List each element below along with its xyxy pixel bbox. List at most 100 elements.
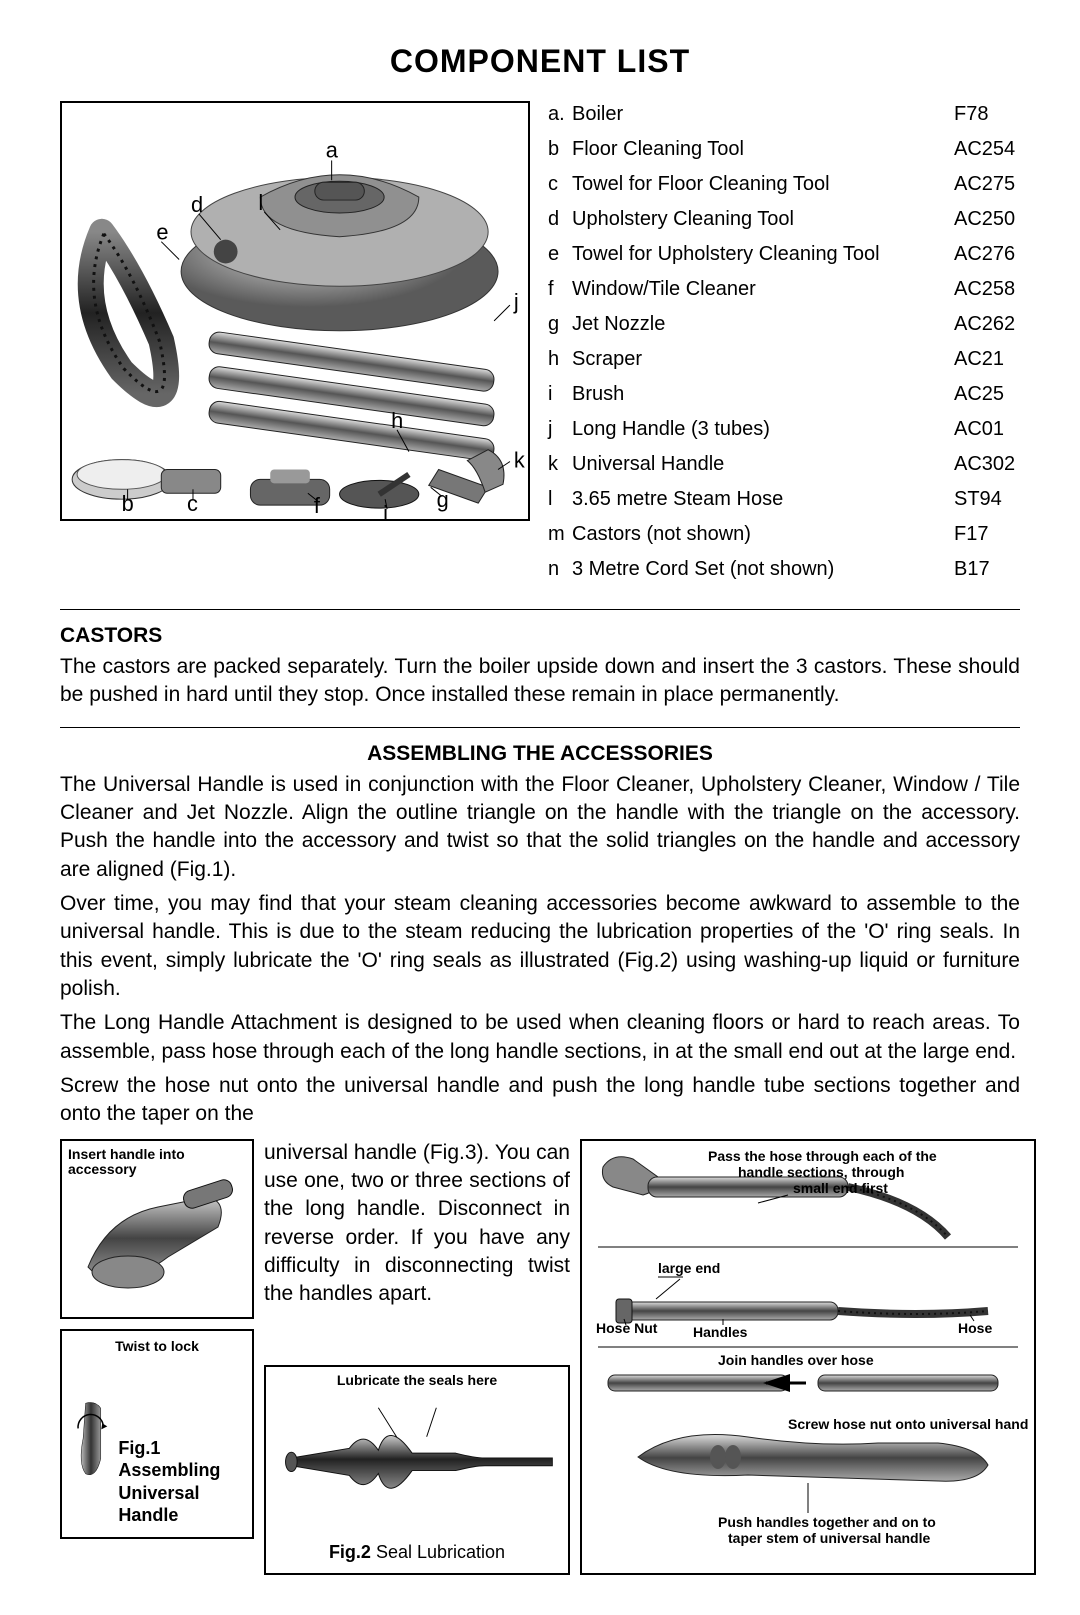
castors-section: CASTORS The castors are packed separatel… bbox=[60, 622, 1020, 728]
component-name: Window/Tile Cleaner bbox=[572, 276, 948, 303]
component-row: cTowel for Floor Cleaning ToolAC275 bbox=[548, 171, 1020, 198]
component-name: Upholstery Cleaning Tool bbox=[572, 206, 948, 233]
component-code: B17 bbox=[948, 556, 1020, 583]
component-row: a.BoilerF78 bbox=[548, 101, 1020, 128]
component-letter: m bbox=[548, 521, 572, 548]
component-name: 3 Metre Cord Set (not shown) bbox=[572, 556, 948, 583]
component-letter: b bbox=[548, 136, 572, 163]
svg-text:large end: large end bbox=[658, 1260, 720, 1276]
component-code: AC25 bbox=[948, 381, 1020, 408]
component-row: fWindow/Tile CleanerAC258 bbox=[548, 276, 1020, 303]
svg-text:g: g bbox=[437, 487, 449, 512]
component-letter: k bbox=[548, 451, 572, 478]
fig1-column: Insert handle into accessory Twist to lo… bbox=[60, 1139, 254, 1575]
fig1-caption: Fig.1 Assembling Universal Handle bbox=[118, 1437, 246, 1531]
component-row: hScraperAC21 bbox=[548, 346, 1020, 373]
component-row: eTowel for Upholstery Cleaning ToolAC276 bbox=[548, 241, 1020, 268]
component-code: AC01 bbox=[948, 416, 1020, 443]
component-name: Towel for Upholstery Cleaning Tool bbox=[572, 241, 948, 268]
fig3-box: Pass the hose through each of the handle… bbox=[580, 1139, 1036, 1575]
component-row: jLong Handle (3 tubes)AC01 bbox=[548, 416, 1020, 443]
component-name: Towel for Floor Cleaning Tool bbox=[572, 171, 948, 198]
component-name: Long Handle (3 tubes) bbox=[572, 416, 948, 443]
svg-text:Handles: Handles bbox=[693, 1324, 748, 1340]
svg-text:Hose Nut: Hose Nut bbox=[596, 1320, 658, 1336]
component-letter: a. bbox=[548, 101, 572, 128]
component-name: Universal Handle bbox=[572, 451, 948, 478]
component-row: mCastors (not shown)F17 bbox=[548, 521, 1020, 548]
component-row: n3 Metre Cord Set (not shown)B17 bbox=[548, 556, 1020, 583]
component-code: AC262 bbox=[948, 311, 1020, 338]
page-title: COMPONENT LIST bbox=[60, 40, 1020, 83]
fig2-caption-rest: Seal Lubrication bbox=[371, 1542, 505, 1562]
component-letter: n bbox=[548, 556, 572, 583]
component-letter: j bbox=[548, 416, 572, 443]
svg-text:taper stem of universal handle: taper stem of universal handle bbox=[728, 1530, 930, 1546]
top-section: a d l e j h k b c f g i bbox=[60, 101, 1020, 610]
component-row: l3.65 metre Steam HoseST94 bbox=[548, 486, 1020, 513]
component-row: iBrushAC25 bbox=[548, 381, 1020, 408]
svg-text:Join handles over hose: Join handles over hose bbox=[718, 1352, 874, 1368]
fig2-label: Lubricate the seals here bbox=[272, 1373, 562, 1388]
component-name: 3.65 metre Steam Hose bbox=[572, 486, 948, 513]
component-name: Jet Nozzle bbox=[572, 311, 948, 338]
component-list: a.BoilerF78 bFloor Cleaning ToolAC254 cT… bbox=[548, 101, 1020, 591]
mid-column: universal handle (Fig.3). You can use on… bbox=[264, 1139, 570, 1575]
svg-text:j: j bbox=[513, 289, 519, 314]
component-code: AC254 bbox=[948, 136, 1020, 163]
fig3-pass-label: Pass the hose through each of the bbox=[708, 1148, 937, 1164]
component-row: dUpholstery Cleaning ToolAC250 bbox=[548, 206, 1020, 233]
component-letter: d bbox=[548, 206, 572, 233]
component-illustration: a d l e j h k b c f g i bbox=[60, 101, 530, 521]
component-code: ST94 bbox=[948, 486, 1020, 513]
fig1-twist-box: Twist to lock Fig.1 As bbox=[60, 1329, 254, 1539]
component-name: Castors (not shown) bbox=[572, 521, 948, 548]
fig1-insert-label: Insert handle into accessory bbox=[68, 1147, 188, 1178]
fig1-twist-label: Twist to lock bbox=[68, 1337, 246, 1356]
castors-body: The castors are packed separately. Turn … bbox=[60, 653, 1020, 710]
fig1-caption-rest: Assembling Universal Handle bbox=[118, 1460, 220, 1525]
svg-text:f: f bbox=[314, 493, 321, 518]
component-letter: c bbox=[548, 171, 572, 198]
assembling-p2: Over time, you may find that your steam … bbox=[60, 890, 1020, 1003]
lower-grid: Insert handle into accessory Twist to lo… bbox=[60, 1139, 1020, 1575]
svg-text:a: a bbox=[326, 138, 339, 163]
svg-text:h: h bbox=[391, 408, 403, 433]
component-name: Scraper bbox=[572, 346, 948, 373]
assembling-p4: Screw the hose nut onto the universal ha… bbox=[60, 1072, 1020, 1129]
fig2-caption: Fig.2 Seal Lubrication bbox=[272, 1540, 562, 1564]
svg-text:Hose: Hose bbox=[958, 1320, 992, 1336]
component-letter: e bbox=[548, 241, 572, 268]
component-code: F17 bbox=[948, 521, 1020, 548]
svg-text:Screw hose nut onto universal: Screw hose nut onto universal handle bbox=[788, 1416, 1028, 1432]
assembling-heading: ASSEMBLING THE ACCESSORIES bbox=[60, 740, 1020, 768]
component-letter: h bbox=[548, 346, 572, 373]
assembling-p5: universal handle (Fig.3). You can use on… bbox=[264, 1139, 570, 1309]
svg-text:k: k bbox=[514, 448, 525, 473]
component-letter: f bbox=[548, 276, 572, 303]
component-name: Boiler bbox=[572, 101, 948, 128]
assembling-section: ASSEMBLING THE ACCESSORIES The Universal… bbox=[60, 740, 1020, 1574]
component-code: AC302 bbox=[948, 451, 1020, 478]
component-row: gJet NozzleAC262 bbox=[548, 311, 1020, 338]
component-code: AC250 bbox=[948, 206, 1020, 233]
component-code: AC276 bbox=[948, 241, 1020, 268]
fig2-box: Lubricate the seals here Fig.2 Seal Lubr… bbox=[264, 1365, 570, 1575]
assembling-p1: The Universal Handle is used in conjunct… bbox=[60, 771, 1020, 884]
component-code: AC275 bbox=[948, 171, 1020, 198]
component-letter: i bbox=[548, 381, 572, 408]
fig1-caption-bold: Fig.1 bbox=[118, 1438, 160, 1458]
component-name: Brush bbox=[572, 381, 948, 408]
castors-heading: CASTORS bbox=[60, 622, 1020, 650]
svg-text:small end first: small end first bbox=[793, 1180, 888, 1196]
svg-text:d: d bbox=[191, 192, 203, 217]
fig1-insert-box: Insert handle into accessory bbox=[60, 1139, 254, 1319]
component-code: AC258 bbox=[948, 276, 1020, 303]
svg-text:l: l bbox=[258, 190, 263, 215]
fig2-caption-bold: Fig.2 bbox=[329, 1542, 371, 1562]
svg-text:handle sections, through: handle sections, through bbox=[738, 1164, 904, 1180]
component-letter: l bbox=[548, 486, 572, 513]
component-row: bFloor Cleaning ToolAC254 bbox=[548, 136, 1020, 163]
component-name: Floor Cleaning Tool bbox=[572, 136, 948, 163]
assembling-p3: The Long Handle Attachment is designed t… bbox=[60, 1009, 1020, 1066]
